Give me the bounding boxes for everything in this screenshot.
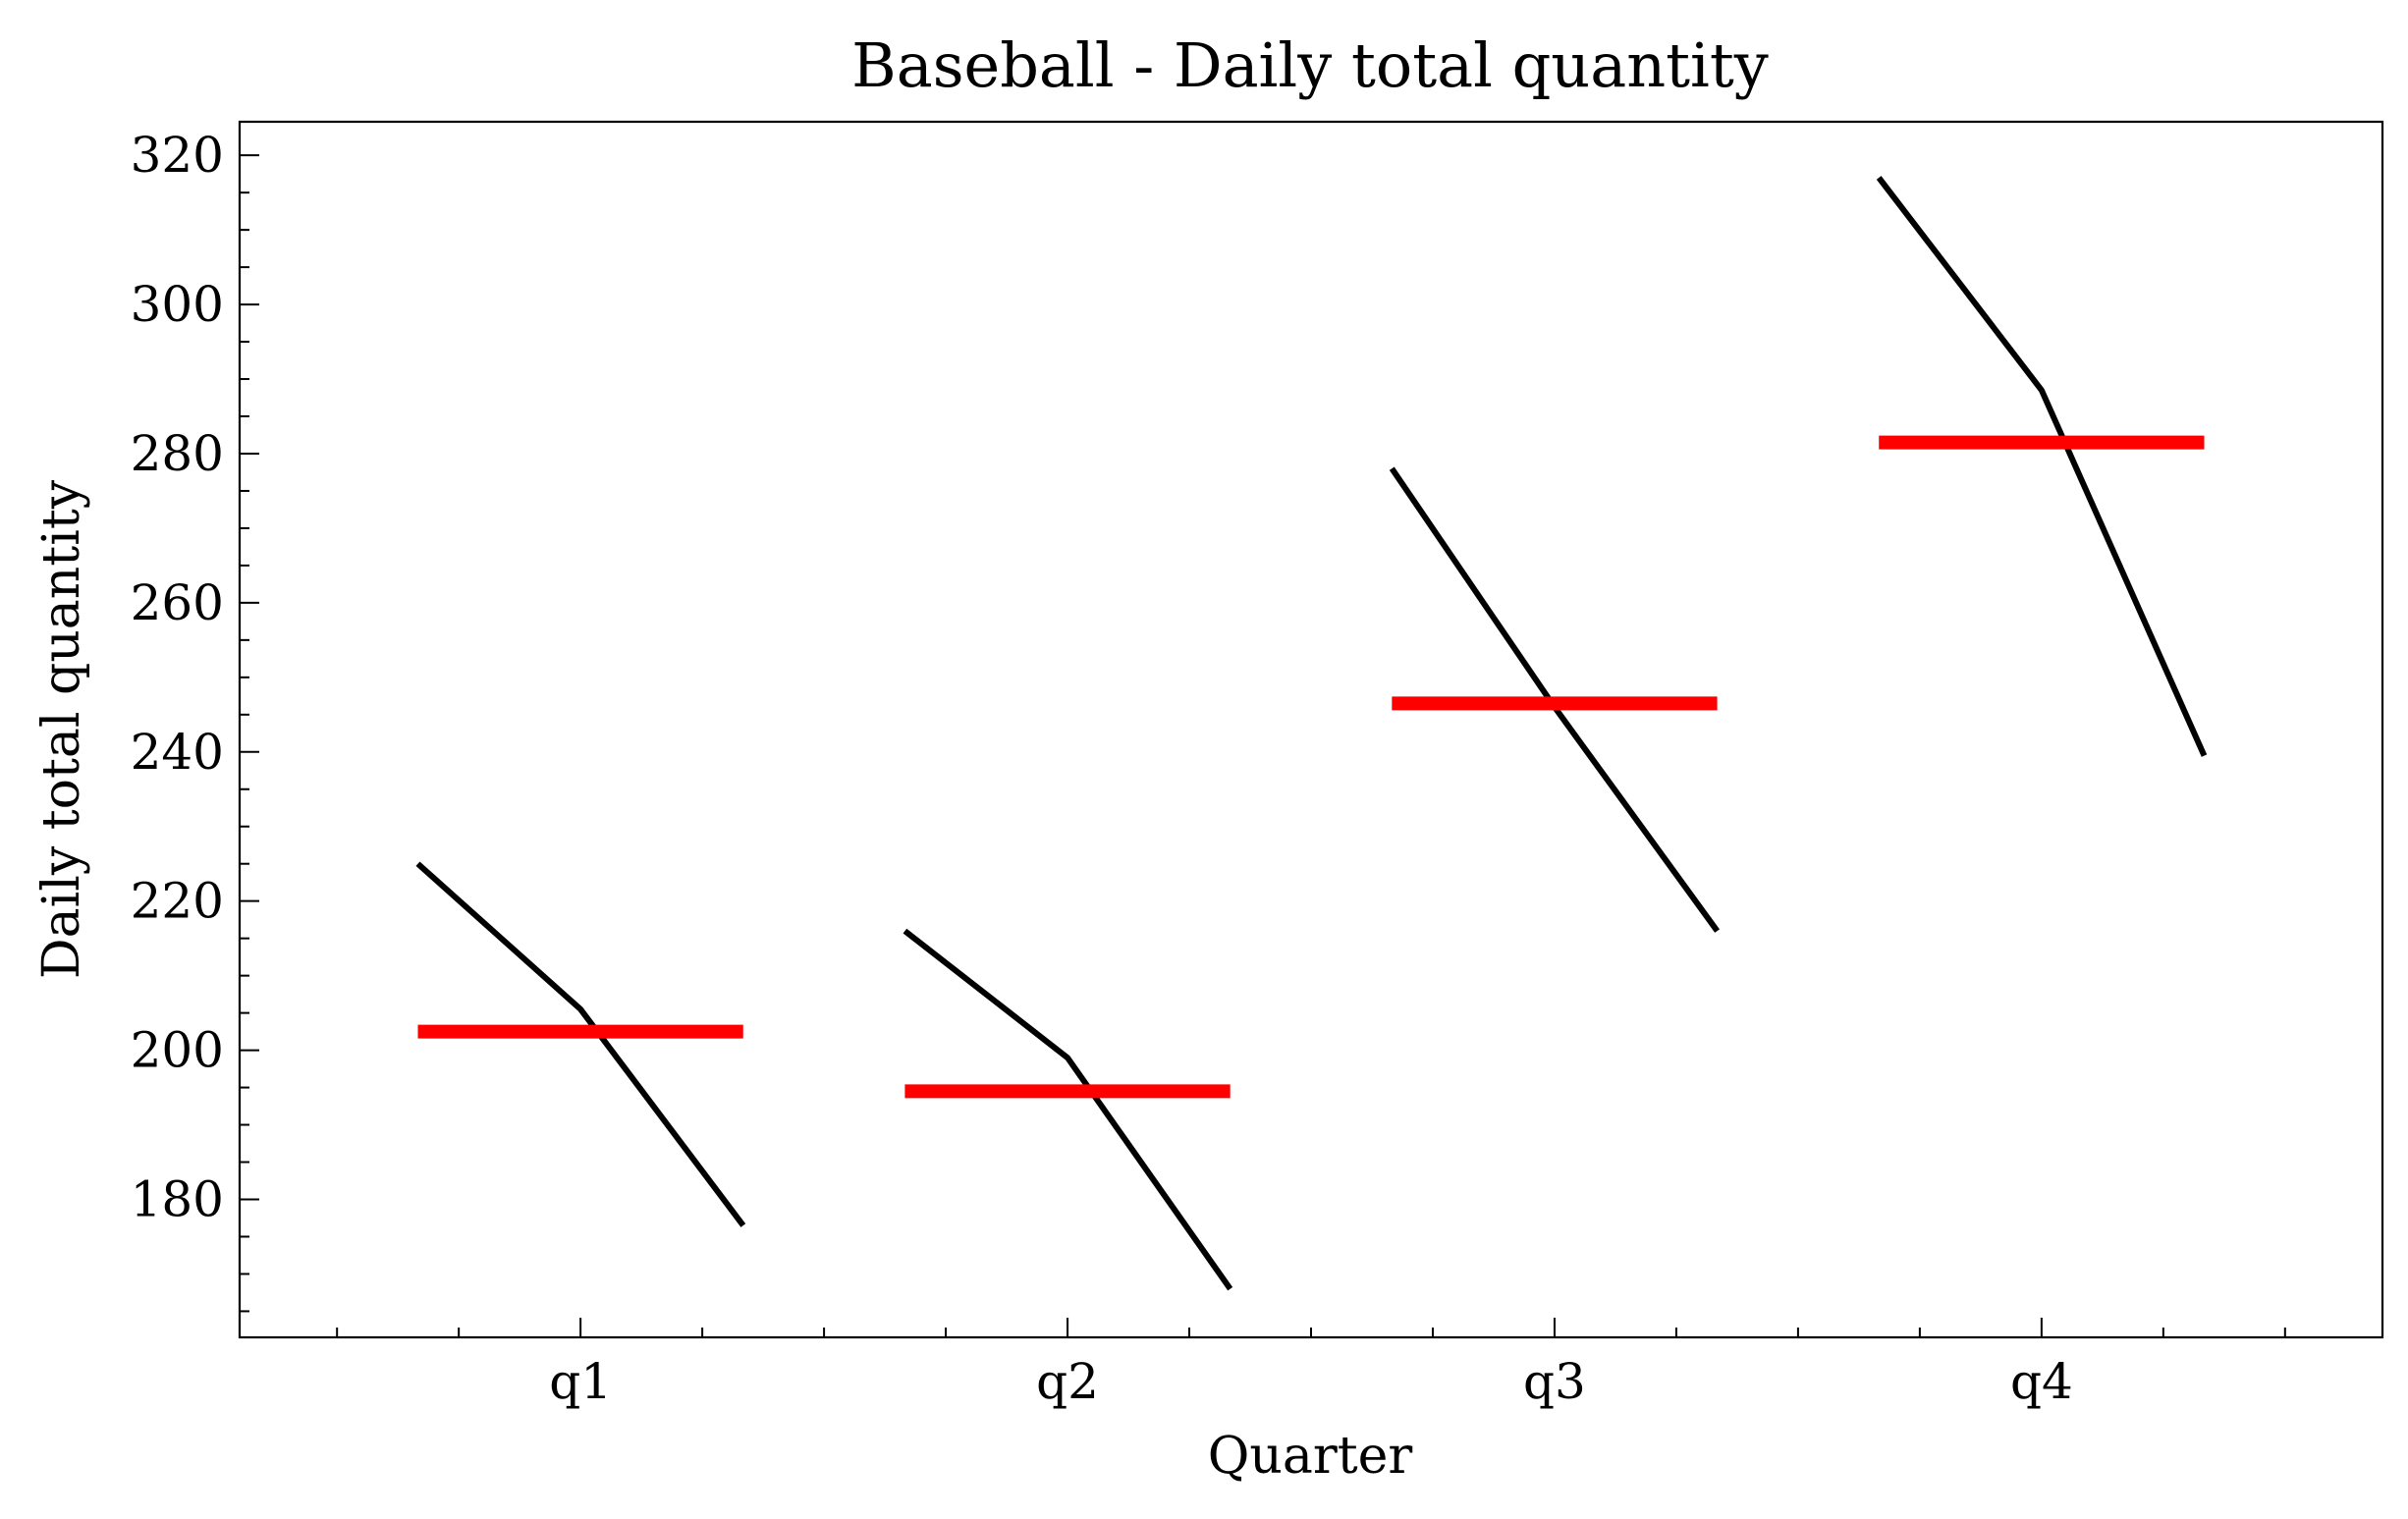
x-tick-label-q4: q4 bbox=[2010, 1353, 2073, 1410]
y-tick-label: 220 bbox=[131, 873, 224, 930]
data-marks bbox=[415, 176, 2208, 1291]
subseries-line-q1 bbox=[415, 861, 746, 1227]
y-tick-label: 280 bbox=[131, 425, 224, 482]
y-tick-label: 180 bbox=[131, 1170, 224, 1227]
plot-area bbox=[238, 120, 2384, 1339]
y-axis-label: Daily total quantity bbox=[32, 479, 91, 979]
x-tick-label-q3: q3 bbox=[1523, 1353, 1586, 1410]
plot-frame bbox=[238, 120, 2384, 1339]
x-tick-label-q1: q1 bbox=[549, 1353, 612, 1410]
axes: 180 200 220 240 260 280 300 320 q1 q2 q3 q4 bbox=[131, 127, 2286, 1410]
y-tick-label: 300 bbox=[131, 276, 224, 333]
chart-title: Baseball - Daily total quantity bbox=[851, 29, 1769, 101]
y-tick-label: 240 bbox=[131, 724, 224, 781]
subseries-line-q2 bbox=[903, 928, 1233, 1291]
y-tick-label: 200 bbox=[131, 1022, 224, 1079]
x-axis-label: Quarter bbox=[1208, 1427, 1413, 1486]
y-tick-label: 260 bbox=[131, 574, 224, 631]
x-tick-label-q2: q2 bbox=[1036, 1353, 1099, 1410]
y-tick-label: 320 bbox=[131, 127, 224, 184]
subseries-line-q4 bbox=[1876, 176, 2208, 757]
